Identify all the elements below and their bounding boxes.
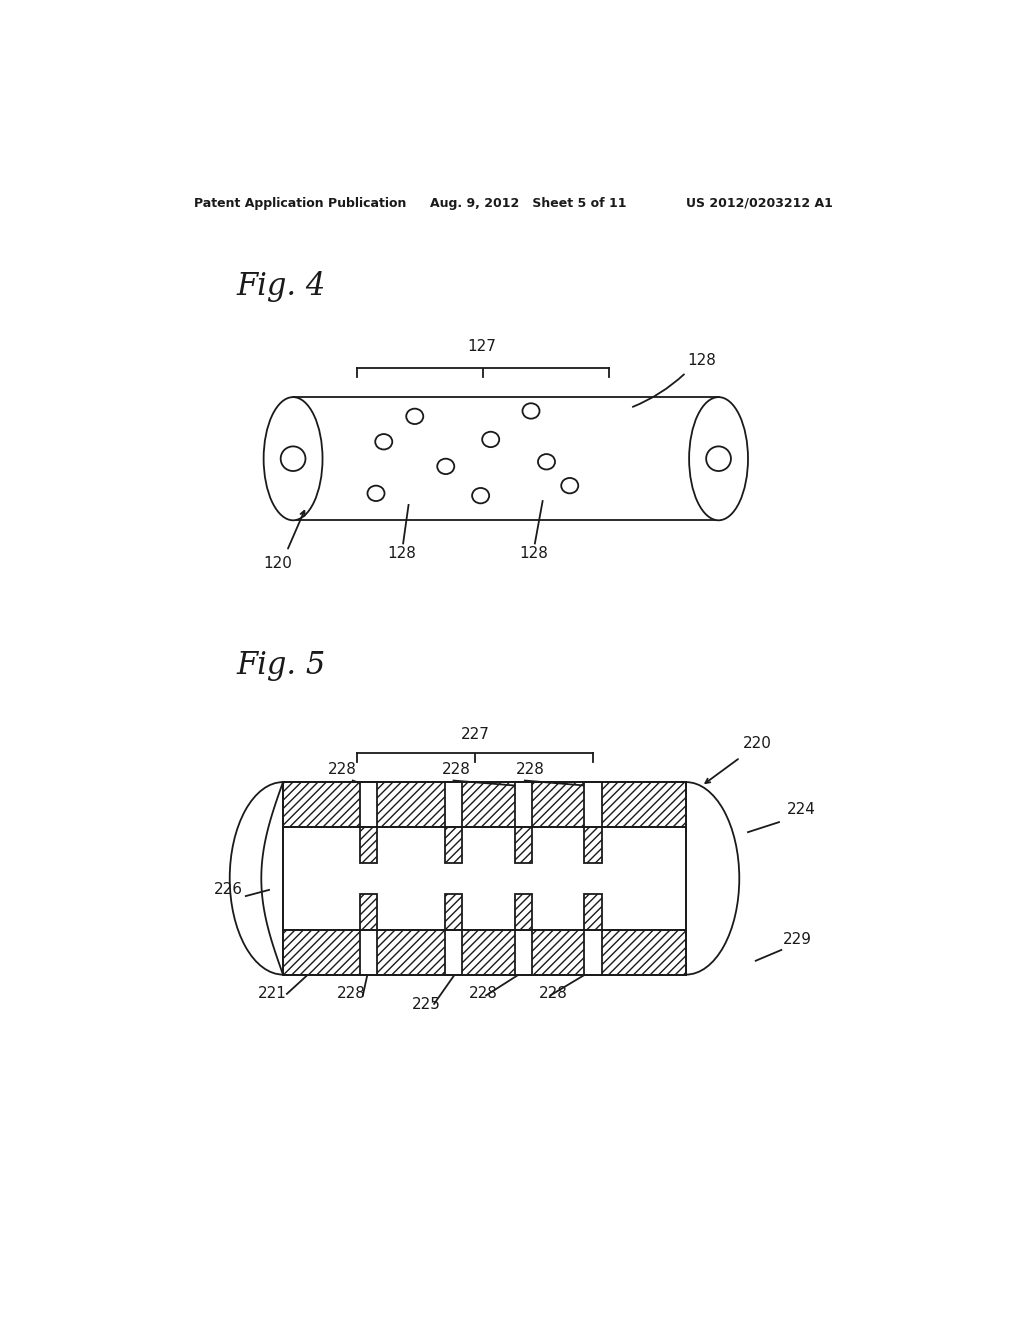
Ellipse shape [561,478,579,494]
Text: 228: 228 [337,986,367,1001]
Text: Patent Application Publication: Patent Application Publication [194,197,407,210]
Text: 228: 228 [442,763,471,777]
Text: Aug. 9, 2012   Sheet 5 of 11: Aug. 9, 2012 Sheet 5 of 11 [430,197,627,210]
Bar [515,781,531,826]
Ellipse shape [407,409,423,424]
Bar [585,894,601,929]
Text: 229: 229 [783,932,812,946]
Text: 120: 120 [263,556,293,570]
Text: 221: 221 [258,986,287,1001]
Bar [585,929,601,974]
Bar [445,929,462,974]
Ellipse shape [368,486,385,502]
Text: 228: 228 [515,763,545,777]
Text: 228: 228 [328,763,356,777]
Text: 228: 228 [469,986,498,1001]
Text: 227: 227 [461,727,489,742]
Bar [515,826,531,863]
Ellipse shape [707,446,731,471]
Bar [359,929,377,974]
Ellipse shape [229,781,336,974]
Text: 220: 220 [742,737,771,751]
Text: 226: 226 [214,882,243,896]
Bar [283,826,686,929]
Ellipse shape [538,454,555,470]
Text: US 2012/0203212 A1: US 2012/0203212 A1 [686,197,833,210]
Bar [515,929,531,974]
Ellipse shape [522,404,540,418]
Ellipse shape [281,446,305,471]
Text: 128: 128 [519,545,548,561]
Ellipse shape [689,397,748,520]
Bar [359,894,377,929]
Bar [359,781,377,826]
Bar [283,781,686,826]
Text: 224: 224 [786,803,816,817]
Bar [359,826,377,863]
Ellipse shape [482,432,500,447]
Ellipse shape [472,488,489,503]
Bar [515,894,531,929]
Text: 228: 228 [539,986,567,1001]
Ellipse shape [437,459,455,474]
Bar [445,894,462,929]
Text: 128: 128 [388,545,417,561]
Bar [585,781,601,826]
Ellipse shape [633,781,739,974]
Text: 225: 225 [412,997,440,1012]
Ellipse shape [263,397,323,520]
Text: Fig. 4: Fig. 4 [237,272,326,302]
Text: 128: 128 [687,352,717,368]
Bar [445,781,462,826]
Ellipse shape [375,434,392,449]
Bar [585,826,601,863]
Bar [283,929,686,974]
Text: 127: 127 [468,339,497,354]
Text: Fig. 5: Fig. 5 [237,651,326,681]
Bar [445,826,462,863]
